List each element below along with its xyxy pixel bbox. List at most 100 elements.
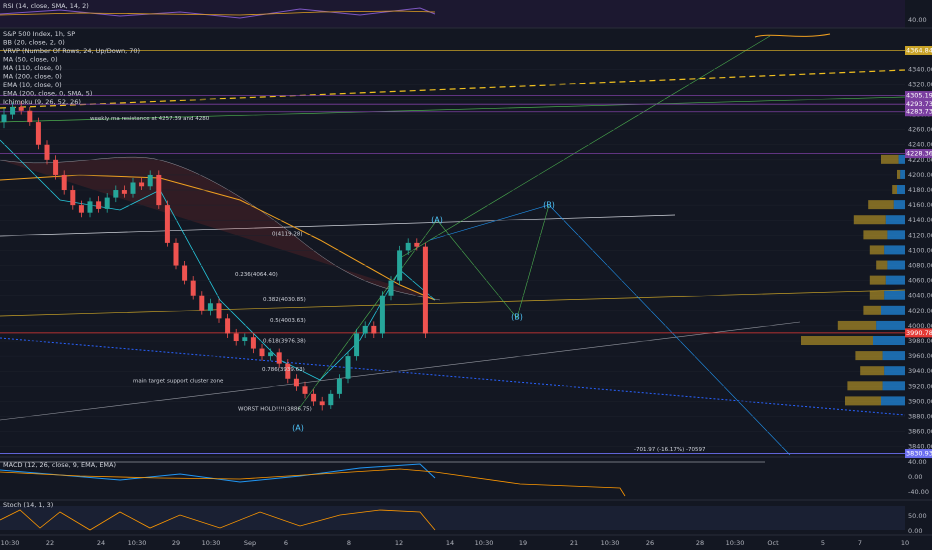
vp-down (876, 260, 888, 270)
y-tick-label: 4340.00 (908, 65, 932, 73)
candle-body (233, 333, 239, 342)
candle-body (164, 205, 170, 243)
candle-body (87, 201, 93, 213)
annotation: (B) (511, 312, 523, 321)
candle-body (104, 197, 110, 209)
trend-line (0, 96, 906, 123)
candle-body (225, 318, 231, 334)
candle-body (35, 122, 41, 145)
vp-up (897, 185, 905, 195)
annotation: main target support cluster zone (133, 379, 224, 385)
annotation: 0.382(4030.85) (263, 297, 306, 303)
x-tick-label: 21 (570, 539, 578, 547)
vp-down (868, 200, 894, 210)
x-tick-label: 10:30 (475, 539, 494, 547)
projection-curve (754, 33, 831, 38)
vp-down (855, 351, 883, 361)
candle-body (121, 190, 127, 194)
y-tick-label: 4220.00 (908, 156, 932, 164)
trend-line (0, 289, 906, 317)
y-tick-label: 4160.00 (908, 201, 932, 209)
annotation: 0.5(4003.63) (270, 318, 306, 324)
x-tick-label: Sep (244, 539, 256, 547)
candle-body (27, 110, 33, 123)
vp-up (882, 351, 905, 361)
candle-body (405, 242, 411, 251)
candle-body (250, 337, 256, 349)
candle-body (302, 386, 308, 394)
x-tick-label: 10:30 (1, 539, 20, 547)
x-tick-label: 10:30 (128, 539, 147, 547)
y-tick-label: 4080.00 (908, 262, 932, 270)
candle-body (242, 337, 248, 342)
candle-body (259, 348, 265, 357)
vp-down (869, 290, 885, 300)
candle-body (78, 205, 84, 213)
vp-up (876, 320, 905, 330)
vp-down (863, 305, 881, 315)
candle-body (156, 174, 162, 206)
y-tick-label: 4060.00 (908, 277, 932, 285)
legend-entry: EMA (10, close, 0) (3, 81, 62, 89)
vp-up (882, 381, 905, 391)
y-tick-label: 50.00 (908, 512, 927, 520)
candle-body (1, 114, 7, 123)
x-tick-label: 28 (696, 539, 704, 547)
y-tick-label: 4260.00 (908, 126, 932, 134)
macd-title: MACD (12, 26, close, 9, EMA, EMA) (3, 461, 116, 469)
y-tick-label: 0.00 (908, 473, 922, 481)
vp-up (885, 275, 905, 285)
stoch-band (0, 506, 905, 530)
x-tick-label: 6 (284, 539, 288, 547)
vp-down (845, 396, 881, 406)
candle-body (96, 201, 102, 209)
trend-line (399, 35, 771, 259)
legend-entry: MA (50, close, 0) (3, 56, 58, 64)
candle-body (113, 190, 119, 198)
vp-down (847, 381, 883, 391)
price-label: 4293.73 (906, 100, 932, 108)
vp-up (881, 305, 905, 315)
annotation: (B) (543, 201, 555, 210)
candle-body (130, 182, 136, 194)
price-label-bg (905, 91, 932, 101)
price-label-bg (905, 449, 932, 459)
vp-down (881, 154, 899, 164)
annotation: weekly ma resistance at 4257.39 and 4280 (90, 116, 210, 122)
y-tick-label: 40.00 (908, 458, 927, 466)
candle-body (328, 393, 334, 406)
trend-line (0, 337, 906, 416)
annotation: (A) (431, 216, 443, 225)
price-label: 4228.36 (906, 150, 932, 158)
annotation: WORST HOLD!!!!(3886.75) (238, 406, 312, 412)
x-tick-label: 7 (858, 539, 862, 547)
price-label: 4283.73 (906, 108, 932, 116)
vp-down (837, 320, 877, 330)
vp-down (801, 336, 873, 346)
x-tick-label: 26 (646, 539, 654, 547)
candle-body (285, 363, 291, 379)
candle-body (182, 265, 188, 281)
candle-body (18, 106, 24, 111)
y-tick-label: 3980.00 (908, 337, 932, 345)
price-label-bg (905, 99, 932, 109)
vp-up (873, 336, 905, 346)
y-tick-label: 4240.00 (908, 141, 932, 149)
candle-body (319, 401, 325, 406)
legend-entry: BB (20, close, 2, 0) (3, 39, 65, 47)
macd-line (0, 463, 436, 483)
x-tick-label: 24 (97, 539, 105, 547)
y-tick-label: 4320.00 (908, 80, 932, 88)
y-tick-label: 4000.00 (908, 322, 932, 330)
vp-up (884, 290, 905, 300)
candle-body (414, 242, 420, 247)
legend-entry: Ichimoku (9, 26, 52, 26) (3, 98, 81, 106)
y-tick-label: 4100.00 (908, 246, 932, 254)
vp-up (884, 366, 905, 376)
vp-down (869, 275, 886, 285)
y-tick-label: 4040.00 (908, 292, 932, 300)
annotation: (A) (292, 423, 304, 432)
candle-body (336, 378, 342, 394)
x-tick-label: 22 (46, 539, 54, 547)
